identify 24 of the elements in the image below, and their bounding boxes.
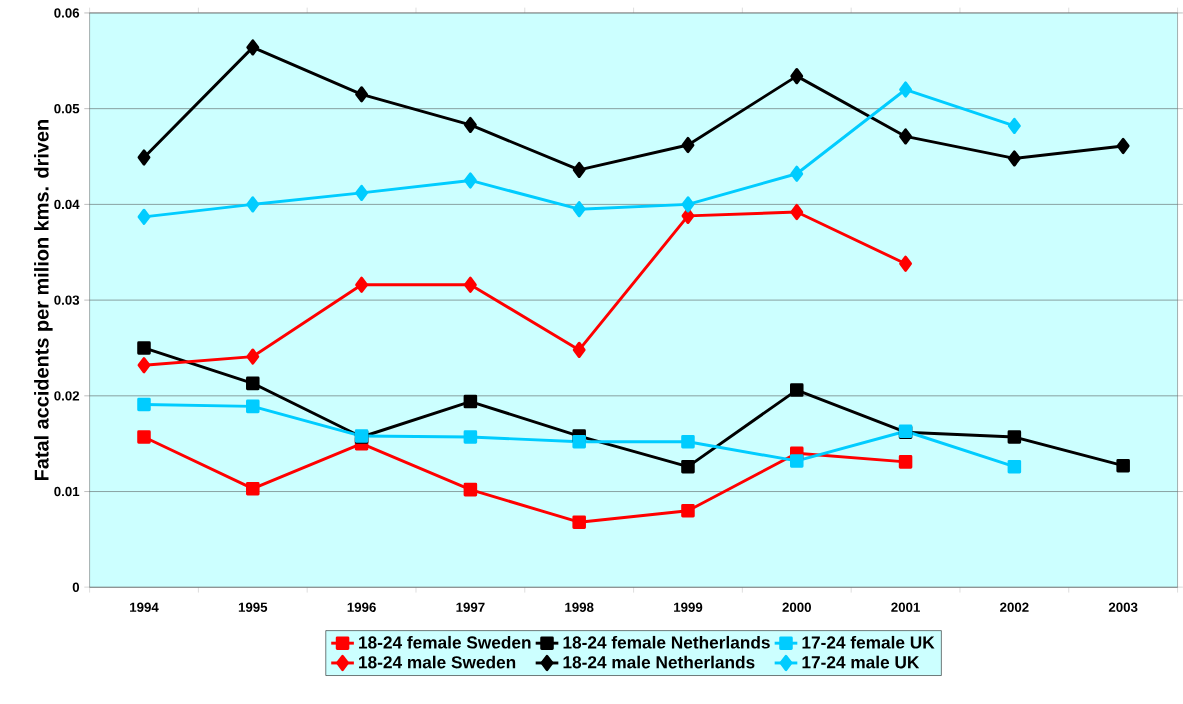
y-tick-label: 0.04 — [54, 199, 80, 210]
x-tick-label: 2000 — [782, 602, 811, 613]
legend-label: 17-24 male UK — [802, 655, 920, 669]
x-tick-label: 2002 — [1000, 602, 1029, 613]
x-tick-label: 1995 — [238, 602, 268, 613]
legend-label: 18-24 male Sweden — [359, 655, 516, 669]
y-tick-label: 0.05 — [54, 104, 80, 114]
legend-label: 18-24 female Netherlands — [563, 636, 770, 649]
y-tick-label: 0.01 — [54, 486, 80, 497]
x-tick-label: 1998 — [565, 602, 594, 613]
y-axis-title: Fatal accidents per milion kms. driven — [34, 120, 53, 481]
legend-label: 18-24 male Netherlands — [563, 655, 755, 669]
y-tick-label: 0.02 — [54, 391, 80, 401]
x-tick-label: 1999 — [674, 602, 703, 613]
x-tick-label: 1994 — [130, 602, 159, 613]
legend-label: 18-24 female Sweden — [359, 636, 531, 649]
x-tick-label: 2003 — [1108, 602, 1138, 613]
x-tick-label: 1997 — [456, 602, 485, 613]
y-tick-label: 0.03 — [54, 295, 80, 305]
legend-label: 17-24 female UK — [802, 636, 935, 649]
y-tick-label: 0.06 — [54, 8, 80, 18]
x-tick-label: 2001 — [891, 602, 920, 613]
y-tick-label: 0 — [72, 582, 80, 593]
x-tick-label: 1996 — [347, 602, 376, 613]
